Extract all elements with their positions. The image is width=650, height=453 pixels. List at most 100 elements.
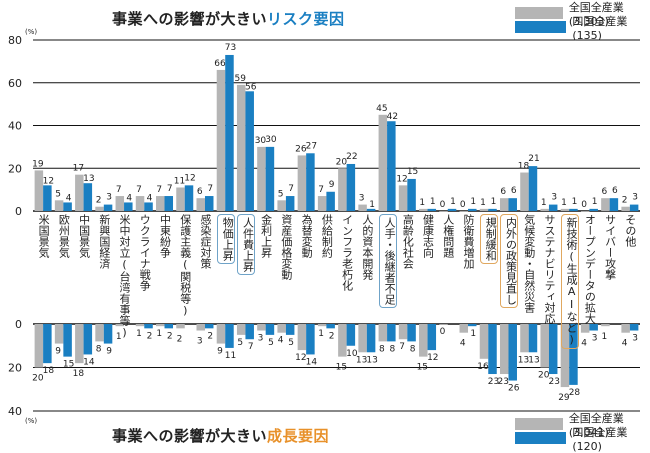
bar-risk-national (621, 206, 630, 211)
bar-risk-shikoku (366, 208, 376, 211)
risk-title-prefix: 事業への影響が大きい (112, 10, 268, 28)
data-label: 18 (518, 162, 530, 172)
bar-growth-national (34, 324, 44, 368)
data-label: 2 (177, 334, 183, 344)
y-unit-label: (%) (25, 28, 37, 36)
bar-growth-national (439, 324, 448, 325)
risk-chart-title: 事業への影響が大きいリスク要因 (112, 8, 345, 29)
category-label: その他 (623, 214, 637, 247)
category-label: 物価上昇 (217, 214, 236, 264)
data-label: 45 (376, 104, 387, 114)
data-label: 1 (136, 329, 142, 339)
data-label: 3 (632, 193, 638, 203)
data-label: 5 (237, 338, 243, 348)
bar-risk-shikoku (326, 191, 335, 211)
bar-growth-shikoku (225, 324, 234, 348)
bar-growth-shikoku (488, 324, 497, 375)
bar-risk-shikoku (488, 208, 497, 211)
growth-chart-title: 事業への影響が大きい成長要因 (112, 425, 329, 446)
legend-item-shikoku: 四国全産業(135) (515, 15, 650, 42)
data-label: 14 (306, 357, 318, 367)
category-label: サステナビリティ対応 (542, 214, 556, 324)
bar-risk-shikoku (245, 91, 254, 211)
bar-risk-shikoku (508, 198, 517, 211)
y-unit-label: (%) (25, 417, 37, 425)
data-label: 4 (147, 193, 153, 203)
bar-growth-national (95, 324, 104, 342)
bar-growth-shikoku (103, 324, 113, 344)
data-label: 66 (214, 59, 226, 69)
data-label: 20 (336, 157, 348, 167)
data-label: 12 (184, 173, 195, 183)
legend-swatch-blue (515, 432, 567, 444)
bar-risk-national (398, 185, 408, 211)
data-label: 15 (336, 363, 347, 373)
data-label: 20 (32, 374, 44, 384)
bar-growth-national (560, 324, 570, 388)
bar-risk-national (34, 170, 44, 211)
data-label: 6 (511, 186, 517, 196)
data-label: 15 (417, 363, 428, 373)
bar-risk-national (156, 196, 165, 211)
data-label: 19 (32, 159, 44, 169)
risk-title-emphasis: リスク要因 (267, 10, 345, 28)
data-label: 21 (528, 154, 539, 164)
bar-growth-shikoku (508, 324, 517, 381)
growth-title-prefix: 事業への影響が大きい (112, 427, 268, 445)
category-label: 供給制約 (320, 214, 334, 258)
bar-risk-national (499, 198, 509, 211)
data-label: 7 (288, 184, 294, 194)
bar-risk-shikoku (306, 153, 315, 211)
data-label: 30 (265, 135, 277, 145)
bar-growth-national (277, 324, 286, 333)
category-label: 気候変動・自然災害 (522, 214, 536, 313)
data-label: 6 (500, 187, 506, 197)
category-label: 為替変動 (300, 214, 314, 258)
category-label: 金利上昇 (259, 214, 273, 258)
bar-risk-national (580, 211, 590, 212)
data-label: 23 (498, 377, 509, 387)
data-label: 2 (207, 331, 213, 341)
data-label: 7 (248, 342, 254, 352)
bar-growth-shikoku (204, 324, 214, 329)
y-tick-label: 40 (8, 120, 22, 133)
data-label: 6 (612, 186, 618, 196)
bar-risk-national (338, 168, 347, 211)
data-label: 7 (399, 342, 405, 352)
bar-risk-shikoku (285, 196, 295, 211)
data-label: 2 (167, 331, 173, 341)
bar-growth-national (54, 324, 64, 344)
data-label: 4 (126, 193, 132, 203)
bar-risk-shikoku (427, 208, 437, 211)
data-label: 1 (318, 329, 324, 339)
bar-risk-shikoku (346, 163, 356, 211)
data-label: 8 (379, 344, 385, 354)
legend-item-national: 全国全産業(3,303) (515, 1, 650, 28)
data-label: 13 (528, 355, 539, 365)
bar-growth-national (297, 324, 307, 351)
data-label: 0 (460, 200, 466, 210)
bar-growth-national (479, 324, 489, 359)
data-label: 18 (43, 366, 55, 376)
category-label: サイバー攻撃 (603, 214, 617, 280)
bar-risk-shikoku (265, 146, 275, 211)
bar-growth-national (378, 324, 388, 342)
bar-risk-national (54, 200, 64, 211)
bar-risk-shikoku (609, 198, 619, 211)
bar-risk-shikoku (387, 121, 396, 211)
bar-growth-national (621, 324, 630, 333)
legend-swatch-blue (515, 21, 567, 33)
category-label: オープンデータの拡大 (583, 214, 597, 324)
bar-growth-shikoku (144, 324, 153, 329)
bar-risk-national (459, 211, 469, 212)
data-label: 1 (430, 197, 436, 207)
data-label: 1 (116, 332, 122, 342)
data-label: 5 (268, 338, 274, 348)
data-label: 3 (592, 334, 598, 344)
bar-risk-national (135, 196, 145, 211)
bar-growth-shikoku (83, 324, 93, 355)
bar-risk-national (115, 196, 125, 211)
bar-growth-shikoku (306, 324, 315, 355)
data-label: 7 (116, 185, 122, 195)
bar-risk-shikoku (43, 185, 52, 211)
